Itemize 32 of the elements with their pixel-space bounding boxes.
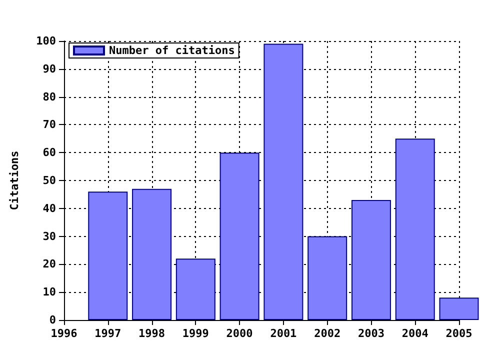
x-tick-label: 1996: [50, 327, 78, 340]
x-tick-label: 2003: [358, 327, 384, 340]
x-tick-label: 2004: [402, 327, 429, 340]
y-tick-label: 40: [42, 202, 56, 215]
bar: [220, 152, 260, 320]
x-tick-label: 2005: [446, 327, 472, 340]
legend-label: Number of citations: [109, 44, 235, 57]
y-tick-label: 100: [36, 34, 56, 48]
y-tick-label: 10: [42, 286, 56, 299]
y-tick-label: 70: [42, 118, 56, 132]
x-tick-label: 2001: [270, 327, 298, 340]
bar: [308, 236, 348, 320]
y-tick-label: 50: [42, 174, 56, 187]
y-tick-label: 90: [42, 62, 56, 76]
bar: [439, 298, 479, 320]
y-tick-label: 60: [42, 146, 56, 160]
bar: [88, 192, 128, 320]
x-tick-label: 1998: [138, 327, 166, 340]
y-tick-label: 80: [42, 90, 56, 104]
bar: [132, 188, 172, 320]
x-tick-label: 2002: [314, 327, 341, 340]
y-tick-label: 30: [42, 230, 56, 243]
x-tick-label: 1997: [94, 327, 122, 340]
bar: [351, 200, 391, 320]
y-tick-label: 0: [49, 314, 56, 326]
x-tick-label: 2000: [226, 327, 253, 340]
x-tick-label: 1999: [182, 327, 209, 340]
bar: [264, 44, 304, 320]
y-axis-title: Citations: [8, 150, 21, 210]
bar: [395, 138, 435, 320]
y-tick-label: 20: [42, 258, 56, 271]
bar: [176, 258, 216, 320]
